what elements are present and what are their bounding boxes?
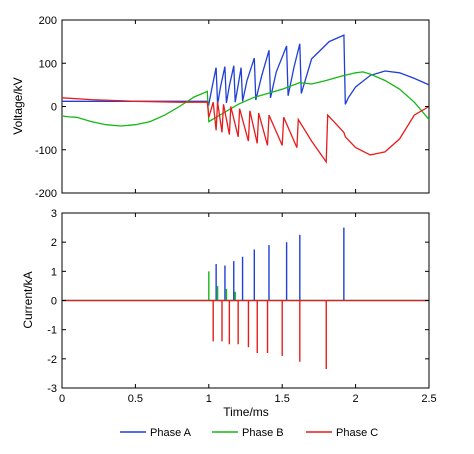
voltage-y-tick-label: -100 — [35, 145, 57, 157]
current-y-tick-label: 1 — [51, 266, 57, 278]
legend-label: Phase A — [150, 427, 192, 439]
voltage-y-tick-label: -200 — [35, 188, 57, 200]
x-tick-label: 0.5 — [128, 393, 143, 405]
x-axis-label: Time/ms — [223, 405, 269, 419]
current-y-tick-label: 3 — [51, 208, 57, 220]
x-tick-label: 2.5 — [421, 393, 436, 405]
current-y-tick-label: 0 — [51, 296, 57, 308]
voltage-series-phase-c — [61, 97, 430, 164]
legend-label: Phase B — [242, 427, 284, 439]
voltage-panel: Voltage/kV -200 -100 0 100 200 — [11, 15, 430, 200]
voltage-y-axis-label: Voltage/kV — [11, 77, 25, 134]
current-y-tick-label: -3 — [47, 383, 57, 395]
x-tick-label: 0 — [59, 393, 65, 405]
x-tick-label: 1 — [206, 393, 212, 405]
voltage-series-phase-a — [62, 34, 430, 107]
voltage-plot-area — [61, 19, 430, 194]
voltage-y-tick-label: 200 — [39, 15, 57, 27]
voltage-y-tick-label: 0 — [51, 102, 57, 114]
x-tick-label: 2 — [353, 393, 359, 405]
voltage-y-tick-label: 100 — [39, 58, 57, 70]
current-panel: Current/kA -3 -2 -1 0 1 2 3 0 0.5 1 1.5 2 2.5 Time/… — [21, 208, 437, 419]
current-y-axis-label: Current/kA — [21, 271, 35, 328]
x-tick-label: 1.5 — [275, 393, 290, 405]
legend: Phase A Phase B Phase C — [120, 427, 378, 439]
legend-label: Phase C — [336, 427, 378, 439]
current-y-tick-label: -1 — [47, 325, 57, 337]
current-y-tick-label: 2 — [51, 237, 57, 249]
current-y-tick-label: -2 — [47, 354, 57, 366]
